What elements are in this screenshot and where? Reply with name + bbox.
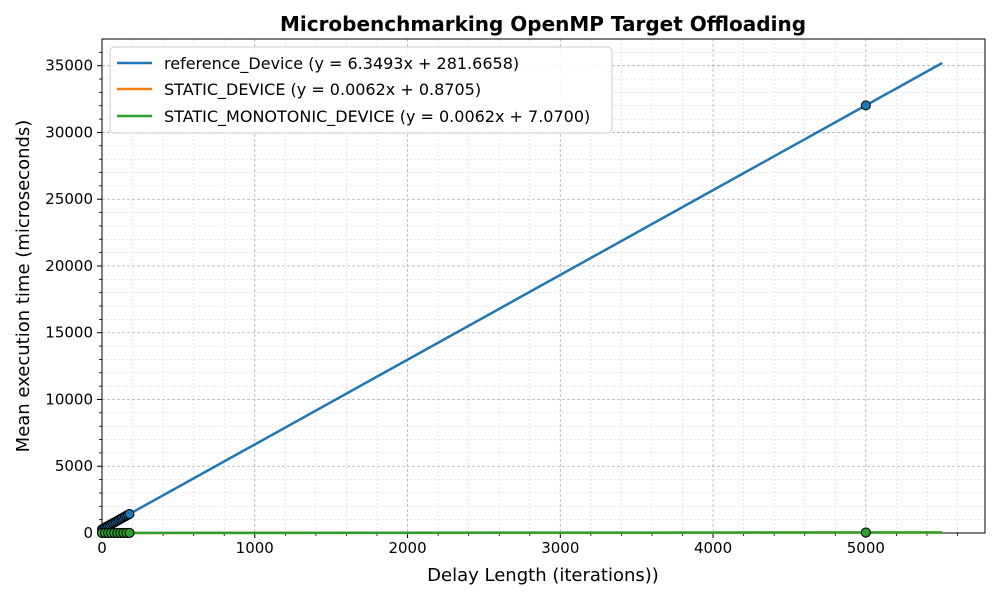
y-tick-label: 0 bbox=[83, 524, 93, 542]
data-point-static-monotonic-device bbox=[860, 527, 871, 538]
x-tick-label: 1000 bbox=[236, 539, 274, 557]
legend: reference_Device (y = 6.3493x + 281.6658… bbox=[109, 46, 613, 134]
x-tick-label: 3000 bbox=[541, 539, 579, 557]
x-tick-label: 2000 bbox=[388, 539, 426, 557]
fit-line-reference-device bbox=[101, 61, 943, 531]
x-tick-label: 4000 bbox=[694, 539, 732, 557]
y-tick-label: 10000 bbox=[45, 390, 93, 408]
x-tick-label: 0 bbox=[97, 539, 107, 557]
y-tick-label: 25000 bbox=[45, 190, 93, 208]
data-point-reference-device bbox=[124, 508, 135, 519]
y-tick-label: 20000 bbox=[45, 257, 93, 275]
legend-box bbox=[109, 46, 613, 134]
y-tick-label: 5000 bbox=[55, 457, 93, 475]
y-axis-label: Mean execution time (microseconds) bbox=[13, 120, 34, 453]
y-tick-label: 15000 bbox=[45, 324, 93, 342]
axis-ticks: 0 1000 2000 3000 4000 5000 0 5000 10000 15000 2000… bbox=[45, 51, 958, 557]
data-point-static-monotonic-device bbox=[124, 527, 135, 538]
legend-label-static-monotonic-device: STATIC_MONOTONIC_DEVICE (y = 0.0062x + 7… bbox=[164, 107, 590, 127]
x-axis-label: Delay Length (iterations)) bbox=[427, 565, 659, 586]
legend-label-static-device: STATIC_DEVICE (y = 0.0062x + 0.8705) bbox=[164, 80, 481, 100]
series-layer bbox=[97, 61, 943, 538]
data-point-reference-device bbox=[860, 100, 871, 111]
chart-title: Microbenchmarking OpenMP Target Offloadi… bbox=[280, 12, 806, 36]
y-tick-label: 35000 bbox=[45, 57, 93, 75]
x-tick-label: 5000 bbox=[847, 539, 885, 557]
legend-label-reference-device: reference_Device (y = 6.3493x + 281.6658… bbox=[164, 54, 519, 74]
y-tick-label: 30000 bbox=[45, 123, 93, 141]
